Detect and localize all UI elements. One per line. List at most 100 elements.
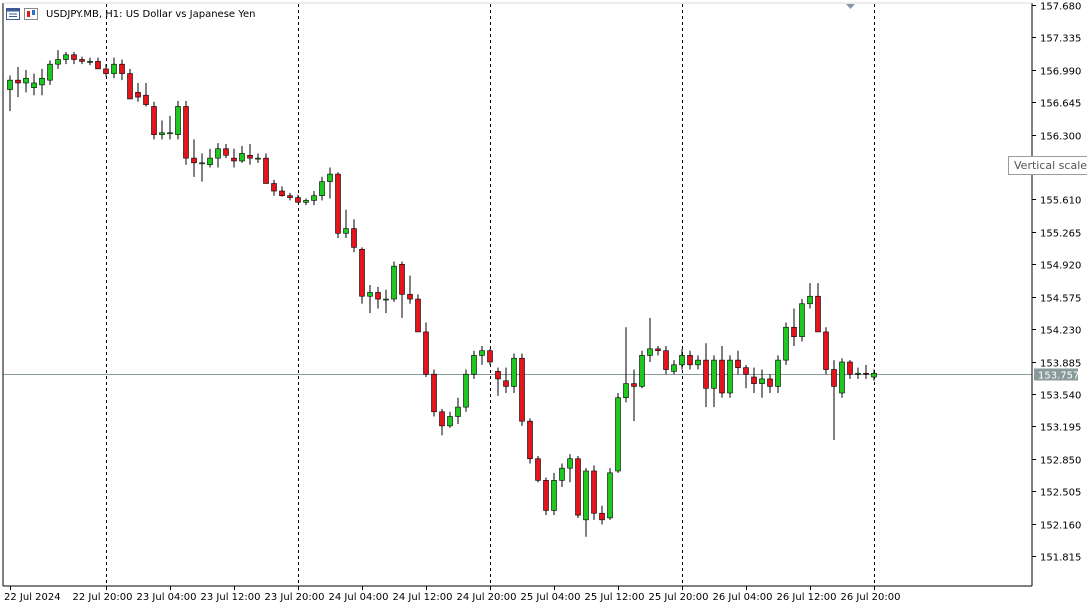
candle-body-bull [871, 372, 877, 378]
candle-body-bear [415, 298, 421, 333]
vertical-scale-tooltip: Vertical scale [1008, 156, 1087, 175]
x-tick-label: 22 Jul 20:00 [73, 592, 133, 603]
candle [7, 75, 13, 112]
candle-body-bear [191, 157, 197, 164]
candle [399, 261, 405, 318]
x-tick-label: 25 Jul 20:00 [649, 592, 709, 603]
candle [863, 364, 869, 379]
x-tick-label: 25 Jul 12:00 [585, 592, 645, 603]
candle-body-bear [279, 190, 285, 197]
candle [807, 283, 813, 309]
window-list-icon[interactable] [6, 8, 20, 20]
candle [103, 64, 109, 77]
candle [631, 369, 637, 422]
candle [455, 397, 461, 425]
candle [79, 56, 85, 65]
candle [719, 346, 725, 398]
candle-body-bull [383, 298, 389, 301]
y-tick-label: 156.300 [1040, 132, 1081, 143]
candle [847, 360, 853, 379]
candle [567, 454, 573, 483]
candle [311, 191, 317, 206]
candle [759, 369, 765, 398]
candle-body-bull [567, 458, 573, 469]
x-tick-label: 26 Jul 04:00 [713, 592, 773, 603]
candle [239, 145, 245, 163]
candle-body-bull [207, 157, 213, 166]
candle-body-bull [695, 359, 701, 366]
candle [695, 355, 701, 370]
candle-body-bull [447, 416, 453, 427]
candle [423, 322, 429, 378]
candle-body-bull [679, 355, 685, 366]
candle [223, 144, 229, 159]
candle [191, 139, 197, 177]
candle-body-bull [775, 359, 781, 387]
price-axis[interactable]: 157.680157.335156.990156.645156.300155.9… [1032, 2, 1081, 564]
candle-body-bear [231, 157, 237, 162]
candle [15, 67, 21, 98]
candle-body-bull [303, 200, 309, 203]
candle-body-bear [287, 195, 293, 198]
x-tick-label: 22 Jul 2024 [4, 592, 61, 603]
candle [551, 472, 557, 516]
candle [495, 367, 501, 396]
candle [575, 455, 581, 518]
y-tick-label: 152.505 [1040, 488, 1081, 499]
candle-body-bull [111, 63, 117, 74]
shift-marker-icon[interactable] [846, 4, 855, 9]
candle-body-bear [575, 458, 581, 516]
candle [711, 355, 717, 408]
y-tick-label: 151.815 [1040, 553, 1081, 564]
candle-body-bull [87, 61, 93, 63]
candle-body-bear [751, 376, 757, 384]
candle-body-bull [39, 77, 45, 86]
candle [855, 367, 861, 379]
candle-body-bear [703, 359, 709, 389]
candle [479, 346, 485, 365]
candle-body-bull [327, 173, 333, 182]
candle [519, 353, 525, 426]
candle [175, 100, 181, 140]
candle-body-bull [23, 77, 29, 84]
candle-body-bear [247, 155, 253, 159]
candle-body-bull [63, 54, 69, 60]
candle [327, 167, 333, 199]
candle-body-bull [615, 397, 621, 472]
candle-body-bull [783, 326, 789, 361]
candle [639, 350, 645, 389]
candle [647, 317, 653, 362]
chart-candles-icon[interactable] [24, 8, 38, 20]
candle-body-bear [847, 361, 853, 375]
candle-body-bear [423, 331, 429, 375]
candle-body-bear [135, 92, 141, 98]
candle [367, 284, 373, 314]
candle [535, 455, 541, 483]
candle-body-bull [455, 406, 461, 417]
candle-body-bear [103, 68, 109, 74]
chart-frame [2, 2, 1033, 587]
candle-body-bear [151, 106, 157, 135]
time-axis[interactable]: 22 Jul 2024 22 Jul 20:00 23 Jul 04:00 23 Ju… [4, 586, 900, 603]
x-tick-label: 24 Jul 12:00 [393, 592, 453, 603]
candle-body-bear [663, 350, 669, 370]
candle [303, 198, 309, 206]
candle [447, 411, 453, 428]
candle-body-bull [607, 472, 613, 519]
candle [167, 115, 173, 140]
candle [559, 463, 565, 487]
candle-body-bull [727, 359, 733, 394]
candle-body-bull [311, 195, 317, 201]
candle-body-bear [591, 470, 597, 514]
candle [687, 350, 693, 370]
y-tick-label: 153.885 [1040, 359, 1081, 370]
candle [319, 176, 325, 201]
candle [95, 57, 101, 70]
candle [791, 308, 797, 347]
candle [55, 50, 61, 69]
candle-body-bull [551, 480, 557, 511]
candle [599, 505, 605, 525]
candle [655, 346, 661, 356]
candle [751, 367, 757, 394]
